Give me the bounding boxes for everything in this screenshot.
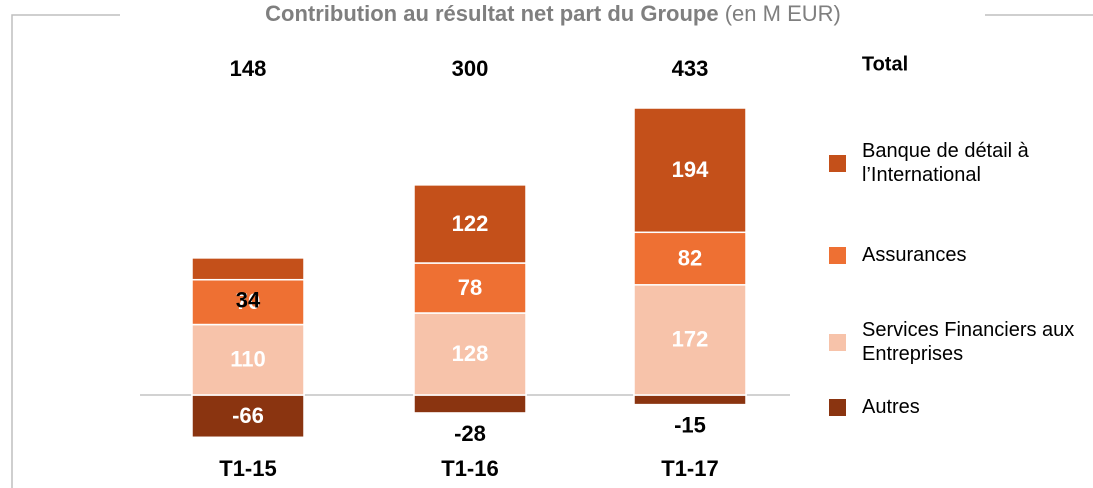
title-unit: (en M EUR) xyxy=(725,1,841,26)
data-label: 78 xyxy=(458,275,482,300)
data-label: 34 xyxy=(236,288,261,313)
legend-swatch xyxy=(829,399,846,416)
bar-segment xyxy=(633,107,747,234)
legend-label: Autres xyxy=(862,396,920,418)
data-label: 122 xyxy=(452,211,489,236)
bar-segment xyxy=(413,312,527,396)
bar-segment xyxy=(633,284,747,396)
bar-segment xyxy=(413,394,527,414)
legend-label: Assurances xyxy=(862,244,967,266)
chart-title: Contribution au résultat net part du Gro… xyxy=(265,1,841,26)
bar-segment xyxy=(191,323,305,396)
total-value: 433 xyxy=(672,56,709,81)
legend-swatch xyxy=(829,334,846,351)
bar-segment xyxy=(633,231,747,286)
total-value: 148 xyxy=(230,56,267,81)
data-label: 110 xyxy=(230,347,266,372)
data-label: 82 xyxy=(678,245,702,270)
bar-segment xyxy=(413,262,527,314)
bar-segment xyxy=(191,257,305,281)
total-value: 300 xyxy=(452,56,489,81)
x-tick-label: T1-17 xyxy=(661,456,718,481)
bar-segment xyxy=(633,394,747,406)
bar-segment xyxy=(413,184,527,264)
data-label: 70 xyxy=(236,289,260,314)
title-main: Contribution au résultat net part du Gro… xyxy=(265,1,718,26)
data-label: 194 xyxy=(672,157,709,182)
data-label: -15 xyxy=(674,412,706,437)
legend-swatch xyxy=(829,247,846,264)
legend-label: Services Financiers aux Entreprises xyxy=(862,319,1075,365)
data-label: 128 xyxy=(452,341,489,366)
legend-label: Banque de détail à l’International xyxy=(862,140,1029,186)
bar-segment xyxy=(191,278,305,326)
data-label: 172 xyxy=(672,327,709,352)
title-bg xyxy=(120,0,985,32)
total-label: Total xyxy=(862,53,908,75)
x-tick-label: T1-16 xyxy=(441,456,498,481)
x-tick-label: T1-15 xyxy=(219,456,276,481)
legend-swatch xyxy=(829,155,846,172)
data-label: -66 xyxy=(232,403,264,428)
data-label: -28 xyxy=(454,421,486,446)
